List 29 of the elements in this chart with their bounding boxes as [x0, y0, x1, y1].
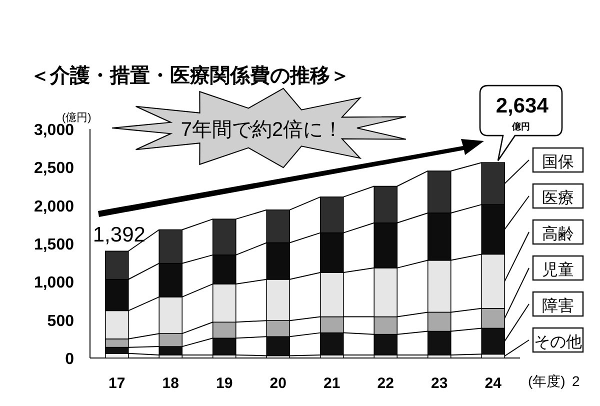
- y-tick-label: 1,000: [34, 274, 74, 292]
- y-tick-label: 0: [65, 351, 74, 368]
- x-tick-label: 22: [377, 375, 394, 392]
- y-tick-label: 2,500: [34, 160, 74, 178]
- x-tick-label: 18: [162, 375, 179, 392]
- text: 2: [572, 373, 580, 389]
- x-tick-label: 19: [216, 375, 233, 392]
- x-tick-label: 21: [324, 375, 340, 392]
- x-tick-label: 24: [484, 375, 502, 392]
- text: 2,634: [496, 94, 549, 118]
- x-axis-title: (年度): [528, 373, 566, 389]
- y-tick-label: 500: [47, 312, 74, 330]
- annotation: 7年間で約2倍に！: [180, 119, 344, 141]
- x-tick-label: 23: [431, 375, 448, 392]
- legend-label: 児童: [542, 261, 574, 279]
- text: 国保: [542, 154, 574, 171]
- x-tick-label: 20: [270, 375, 286, 392]
- y-tick-label: 2,000: [34, 198, 74, 216]
- y-tick-label: 3,000: [34, 122, 74, 139]
- chart-title: ＜介護・措置・医療関係費の推移＞: [30, 64, 350, 87]
- x-tick-label: 17: [108, 375, 126, 392]
- y-tick-label: 1,500: [34, 236, 74, 254]
- legend-label: その他: [534, 334, 582, 351]
- legend-label: 医療: [542, 189, 574, 207]
- annotation: 1,392: [92, 224, 146, 247]
- y-axis-title: (億円): [62, 111, 92, 124]
- legend-label: 高齢: [542, 225, 574, 243]
- legend-label: 障害: [542, 297, 574, 315]
- annotation: 億円: [511, 122, 530, 132]
